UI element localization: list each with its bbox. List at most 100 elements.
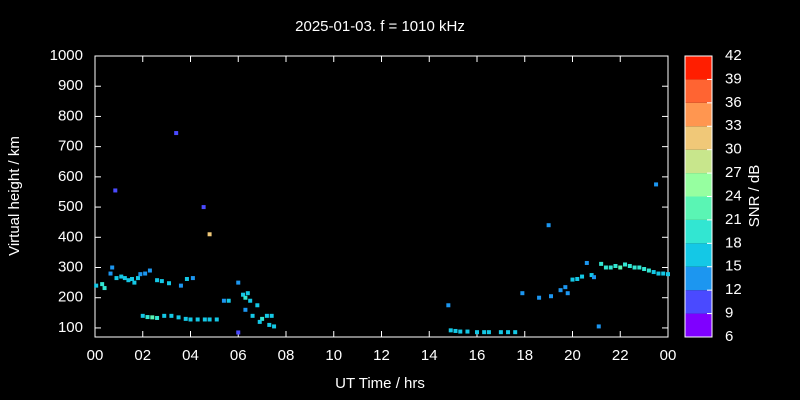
data-point xyxy=(632,265,637,270)
data-point xyxy=(250,313,255,318)
data-point xyxy=(580,274,585,279)
data-point xyxy=(642,267,647,272)
x-tick-label: 06 xyxy=(230,347,247,364)
colorbar-band xyxy=(685,173,712,197)
colorbar-band xyxy=(685,219,712,244)
data-point xyxy=(174,131,179,136)
data-point xyxy=(195,317,200,322)
y-tick-label: 200 xyxy=(58,289,83,306)
colorbar-band xyxy=(685,243,712,267)
data-point xyxy=(646,268,651,273)
colorbar-tick-label: 27 xyxy=(725,164,742,181)
colorbar-band xyxy=(685,102,712,127)
data-point xyxy=(138,272,143,277)
data-point xyxy=(243,295,248,300)
data-point xyxy=(260,316,265,321)
data-point xyxy=(618,265,623,270)
data-point xyxy=(159,279,164,284)
colorbar-band xyxy=(685,196,712,220)
chart-title: 2025-01-03. f = 1010 kHz xyxy=(295,18,465,35)
data-point xyxy=(520,291,525,296)
data-point xyxy=(119,274,124,279)
data-point xyxy=(178,283,183,288)
data-point xyxy=(666,272,670,277)
data-point xyxy=(176,315,181,320)
data-point xyxy=(147,268,152,273)
colorbar-tick-label: 12 xyxy=(725,281,742,298)
data-point xyxy=(162,313,167,318)
colorbar-tick-label: 42 xyxy=(725,47,742,64)
data-point xyxy=(167,281,172,286)
data-point xyxy=(465,329,470,334)
data-point xyxy=(221,298,226,303)
y-tick-label: 100 xyxy=(58,319,83,336)
data-point xyxy=(202,317,207,322)
data-point xyxy=(558,288,563,293)
x-tick-label: 16 xyxy=(469,347,486,364)
data-point xyxy=(188,317,193,322)
x-tick-label: 22 xyxy=(612,347,629,364)
colorbar-band xyxy=(685,79,712,103)
data-point xyxy=(627,263,632,268)
x-tick-label: 00 xyxy=(87,347,104,364)
data-point xyxy=(448,328,453,333)
colorbar-band xyxy=(685,266,712,291)
x-tick-label: 00 xyxy=(660,347,677,364)
data-point xyxy=(130,276,135,281)
data-point xyxy=(267,322,272,327)
data-point xyxy=(257,319,262,324)
data-point xyxy=(264,313,269,318)
data-point xyxy=(169,313,174,318)
colorbar-tick-label: 18 xyxy=(725,234,742,251)
data-point xyxy=(214,317,219,322)
colorbar-band xyxy=(685,149,712,174)
data-point xyxy=(603,265,608,270)
data-point xyxy=(248,298,253,303)
colorbar-tick-label: 30 xyxy=(725,141,742,158)
data-point xyxy=(100,282,105,287)
data-point xyxy=(94,283,99,288)
data-point xyxy=(140,313,145,318)
data-point xyxy=(575,276,580,281)
data-point xyxy=(506,330,511,335)
data-point xyxy=(513,330,518,335)
data-point xyxy=(155,278,160,283)
data-point xyxy=(236,280,241,285)
colorbar-band xyxy=(685,290,712,314)
y-tick-label: 900 xyxy=(58,77,83,94)
data-point xyxy=(446,303,451,308)
data-point xyxy=(122,276,127,281)
colorbar-tick-label: 15 xyxy=(725,258,742,275)
data-point xyxy=(570,277,575,282)
data-point xyxy=(135,276,140,281)
data-point xyxy=(241,292,246,297)
x-tick-label: 20 xyxy=(564,347,581,364)
data-point xyxy=(184,276,189,281)
data-point xyxy=(245,291,250,296)
y-tick-label: 500 xyxy=(58,198,83,215)
data-point xyxy=(486,330,491,335)
data-point xyxy=(110,265,115,270)
data-point xyxy=(207,317,212,322)
data-point xyxy=(150,315,155,320)
data-point xyxy=(190,276,195,281)
data-point xyxy=(226,298,231,303)
x-tick-label: 08 xyxy=(278,347,295,364)
data-point xyxy=(207,232,212,237)
data-point xyxy=(623,262,628,267)
data-point xyxy=(565,291,570,296)
colorbar-band xyxy=(685,313,712,337)
data-point xyxy=(155,315,160,320)
data-point xyxy=(183,316,188,321)
data-point xyxy=(113,188,118,193)
colorbar-tick-label: 21 xyxy=(725,211,742,228)
x-tick-label: 02 xyxy=(134,347,151,364)
data-point xyxy=(661,271,666,276)
y-axis-label: Virtual height / km xyxy=(6,136,23,256)
data-point xyxy=(549,294,554,299)
data-point xyxy=(656,271,661,276)
data-point xyxy=(243,307,248,312)
data-point xyxy=(108,271,113,276)
data-point xyxy=(458,329,463,334)
